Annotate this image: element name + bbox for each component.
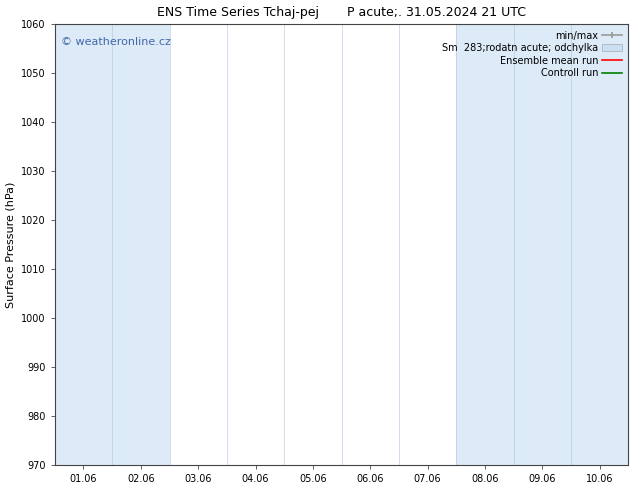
Bar [456, 24, 514, 465]
Legend: min/max, Sm  283;rodatn acute; odchylka, Ensemble mean run, Controll run: min/max, Sm 283;rodatn acute; odchylka, … [440, 29, 624, 80]
Bar [55, 24, 112, 465]
Bar [112, 24, 169, 465]
Title: ENS Time Series Tchaj-pej       P acute;. 31.05.2024 21 UTC: ENS Time Series Tchaj-pej P acute;. 31.0… [157, 5, 526, 19]
Bar [571, 24, 628, 465]
Bar [514, 24, 571, 465]
Y-axis label: Surface Pressure (hPa): Surface Pressure (hPa) [6, 181, 16, 308]
Text: © weatheronline.cz: © weatheronline.cz [60, 37, 171, 47]
